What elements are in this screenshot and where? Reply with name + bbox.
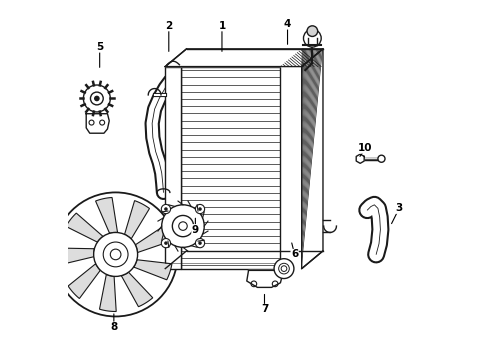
Circle shape [196, 204, 205, 213]
Polygon shape [86, 114, 109, 133]
Polygon shape [68, 264, 100, 298]
Text: 9: 9 [192, 225, 199, 235]
Bar [181, 67, 280, 269]
Bar [165, 67, 181, 269]
Text: 7: 7 [261, 304, 268, 314]
Circle shape [172, 215, 194, 237]
Text: 2: 2 [165, 21, 172, 31]
Circle shape [196, 239, 205, 248]
Circle shape [164, 207, 168, 211]
Circle shape [303, 30, 321, 47]
Polygon shape [59, 248, 95, 265]
Circle shape [161, 204, 171, 213]
Circle shape [162, 205, 204, 247]
Text: 6: 6 [291, 249, 298, 260]
Circle shape [198, 241, 202, 245]
Circle shape [307, 26, 318, 36]
Polygon shape [356, 154, 364, 163]
Text: 8: 8 [110, 322, 118, 332]
Polygon shape [66, 213, 103, 242]
Circle shape [94, 233, 138, 276]
Polygon shape [124, 201, 149, 239]
Polygon shape [247, 270, 282, 287]
Polygon shape [302, 49, 323, 269]
Polygon shape [134, 260, 172, 280]
Text: 5: 5 [96, 42, 103, 52]
Polygon shape [122, 272, 153, 307]
Text: 10: 10 [358, 143, 373, 153]
Circle shape [198, 207, 202, 211]
Circle shape [94, 96, 99, 101]
Circle shape [53, 192, 178, 316]
Circle shape [378, 155, 385, 162]
Circle shape [274, 259, 294, 279]
Text: 1: 1 [219, 21, 225, 31]
Circle shape [161, 239, 171, 248]
Polygon shape [99, 274, 116, 311]
Circle shape [83, 85, 110, 112]
Circle shape [179, 222, 187, 230]
Polygon shape [96, 198, 118, 233]
Polygon shape [135, 225, 171, 252]
Text: 4: 4 [284, 19, 291, 29]
Text: 3: 3 [395, 203, 403, 213]
Circle shape [164, 241, 168, 245]
Polygon shape [165, 49, 323, 67]
